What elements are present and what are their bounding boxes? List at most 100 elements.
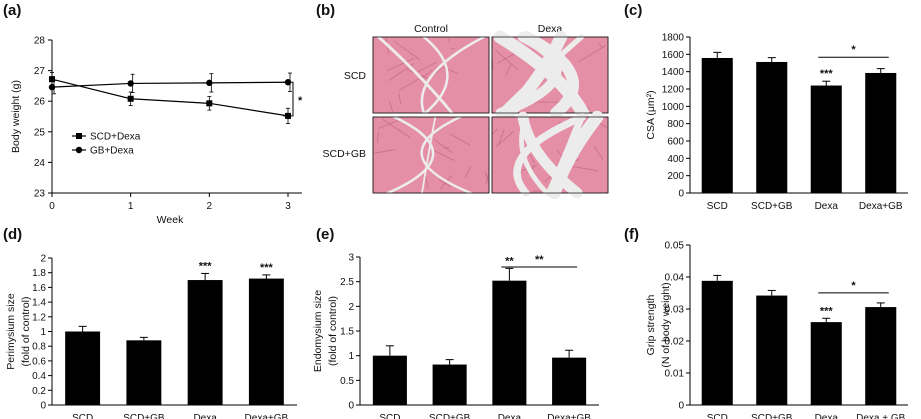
data-point-square (206, 100, 213, 107)
y-tick-label: 400 (667, 154, 684, 165)
fiber-boundary (382, 118, 411, 139)
histology-image-scd-dexa (491, 30, 609, 120)
connective-tissue-gap (386, 115, 435, 195)
bar (701, 280, 733, 405)
y-tick-label: 23 (34, 189, 46, 200)
x-tick-label: SCD (707, 413, 728, 419)
fiber-boundary (497, 53, 515, 64)
comparison-label: ** (535, 254, 544, 266)
bar (492, 280, 527, 405)
y-axis-label: Grip strength (645, 294, 657, 355)
panel-label-d: (d) (3, 226, 22, 243)
fiber-boundary (421, 69, 433, 80)
x-tick-label: Dexa (815, 201, 839, 212)
connective-tissue-gap (497, 34, 585, 116)
connective-tissue-gap (377, 35, 454, 115)
significance-bracket (283, 81, 294, 117)
histology-image-scdgb-dexa (491, 110, 609, 200)
x-tick-label: Dexa (193, 413, 217, 419)
y-axis-label: (N of body weight) (660, 282, 672, 367)
y-tick-label: 0.2 (32, 386, 46, 397)
comparison-label: * (851, 44, 856, 56)
y-tick-label: 0.02 (665, 337, 685, 348)
y-tick-label: 0 (40, 401, 46, 412)
y-tick-label: 3 (348, 253, 354, 264)
x-tick-label: SCD (72, 413, 93, 419)
y-tick-label: 0.05 (665, 241, 685, 252)
significance-label: * (298, 95, 303, 107)
data-point-circle (48, 83, 56, 91)
y-axis-label: Endomysium size (312, 290, 324, 372)
fiber-boundary (449, 133, 471, 146)
y-tick-label: 1.5 (340, 327, 354, 338)
bar (810, 85, 842, 193)
x-tick-label: SCD (379, 413, 400, 419)
connective-tissue-gap (495, 31, 562, 119)
y-tick-label: 0.03 (665, 305, 685, 316)
fiber-boundary (498, 129, 505, 144)
y-tick-label: 600 (667, 137, 684, 148)
y-tick-label: 0.5 (340, 376, 354, 387)
x-tick-label: SCD (707, 201, 728, 212)
bar (126, 340, 162, 405)
perimysium-bar-chart: 0 0.2 0.4 0.6 0.8 1 1.2 1.4 1.6 1.8 2 Perimysium si… (5, 254, 297, 419)
fiber-boundary (491, 128, 498, 135)
bar (372, 355, 407, 405)
x-tick-label: Dexa (498, 413, 522, 419)
fiber-boundary (597, 42, 603, 48)
fiber-boundary (433, 139, 453, 154)
y-tick-label: 800 (667, 119, 684, 130)
bar (552, 357, 587, 405)
panel-label-e: (e) (316, 226, 334, 243)
fiber-boundary (464, 166, 471, 178)
panel-label-b: (b) (316, 2, 335, 19)
fiber-boundary (415, 61, 437, 74)
y-tick-label: 1000 (662, 102, 685, 113)
x-axis-label: Week (157, 214, 184, 226)
connective-tissue-gap (420, 35, 486, 115)
significance-label: *** (820, 68, 834, 80)
histology-image-scdgb-control (372, 115, 490, 195)
y-tick-label: 2 (40, 254, 46, 265)
y-tick-label: 0.6 (32, 356, 46, 367)
x-tick-label: Dexa+GB (859, 201, 903, 212)
legend-marker-circle (75, 146, 83, 154)
connective-tissue-gap (545, 113, 585, 197)
csa-bar-chart: 0 200 400 600 800 1000 1200 1400 1600 1800 CSA (μm… (645, 33, 908, 212)
x-tick-label: SCD+GB (751, 413, 793, 419)
y-tick-label: 1.2 (32, 312, 46, 323)
fiber-boundary (393, 40, 421, 60)
fiber-boundary (438, 179, 452, 188)
bar (756, 61, 788, 194)
x-tick-label: 0 (49, 201, 55, 212)
y-tick-label: 1200 (662, 85, 685, 96)
bar (865, 72, 897, 193)
x-tick-label: 2 (207, 201, 213, 212)
image-frame (372, 116, 490, 194)
fiber-boundary (495, 50, 519, 71)
fiber-boundary (376, 132, 379, 143)
y-tick-label: 1.4 (32, 298, 46, 309)
fiber-boundary (372, 148, 396, 154)
fiber-boundary (386, 57, 415, 72)
y-tick-label: 27 (34, 66, 46, 77)
bar (756, 295, 788, 405)
x-tick-label: 1 (128, 201, 134, 212)
y-tick-label: 1400 (662, 67, 685, 78)
data-point-circle (127, 80, 134, 87)
fiber-boundary (424, 175, 429, 189)
y-tick-label: 0.04 (665, 273, 685, 284)
connective-tissue-gap (420, 115, 472, 195)
series-line (51, 81, 289, 88)
legend-label: SCD+Dexa (90, 132, 141, 143)
y-tick-label: 25 (34, 127, 46, 138)
histology-row-label-scd-gb: SCD+GB (323, 148, 366, 160)
fiber-boundary (439, 175, 452, 190)
series-line (51, 78, 289, 117)
y-axis-label: (fold of control) (327, 296, 339, 366)
connective-tissue-gap (422, 35, 449, 115)
fiber-boundary (570, 165, 599, 172)
x-tick-label: SCD+GB (429, 413, 471, 419)
significance-label: ** (505, 255, 514, 267)
